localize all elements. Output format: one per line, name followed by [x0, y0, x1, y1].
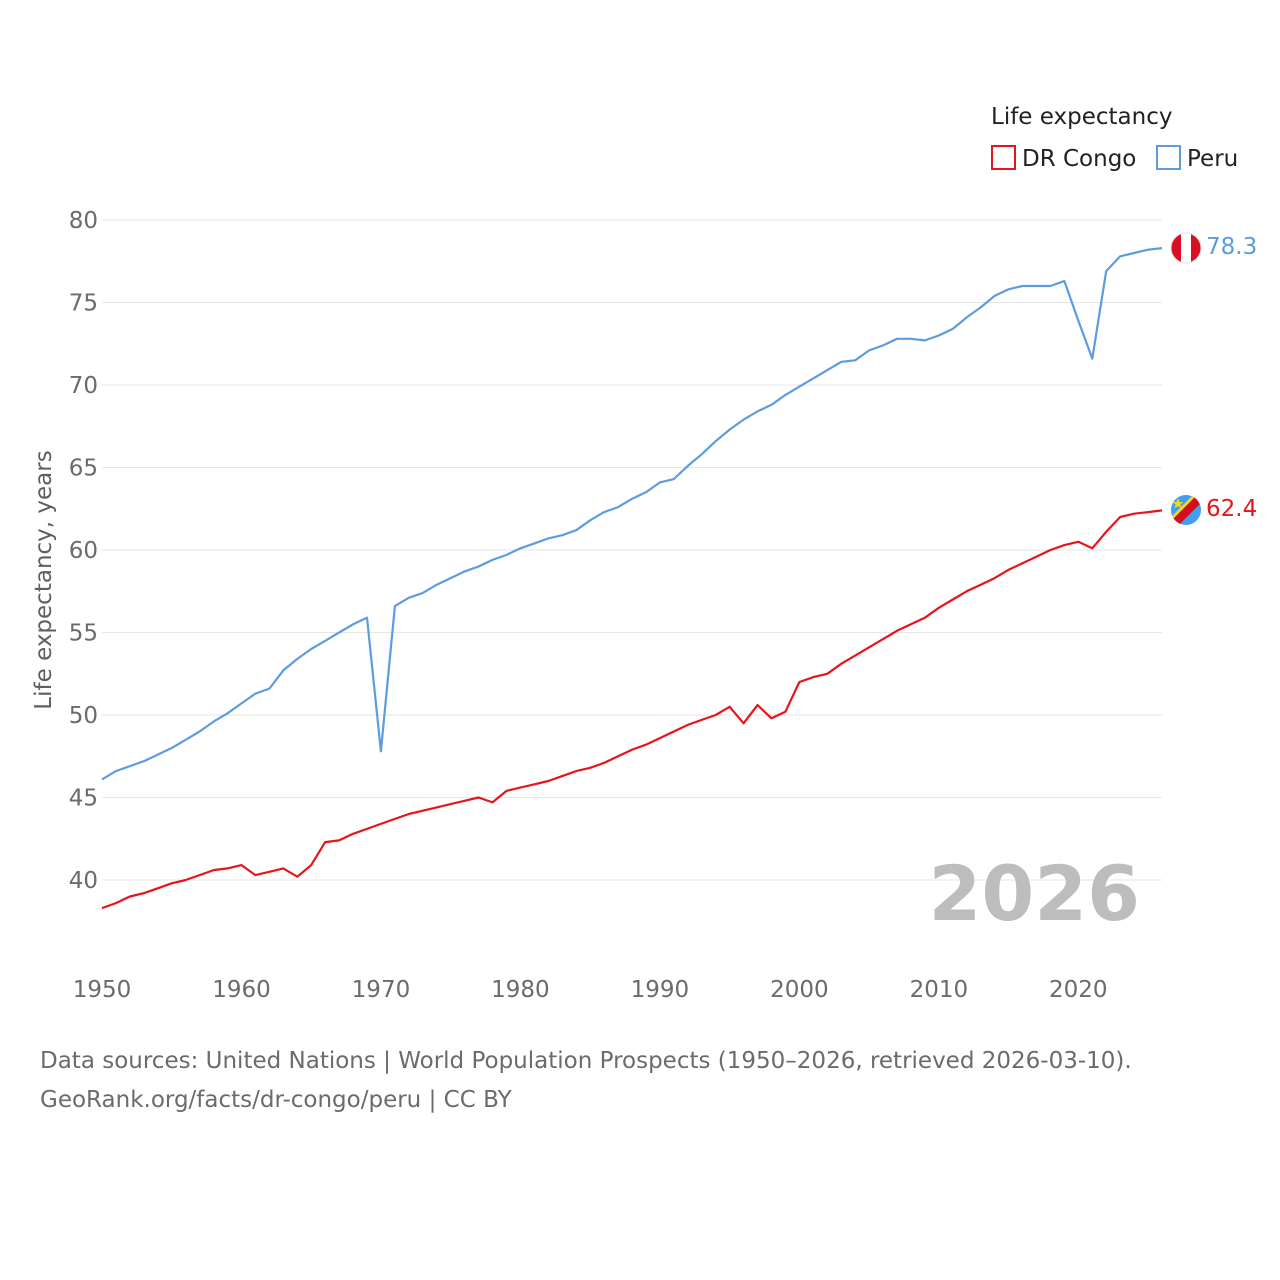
x-tick-label: 1980 [491, 977, 550, 1003]
footer: Data sources: United Nations | World Pop… [40, 1042, 1132, 1120]
y-tick-label: 70 [69, 373, 98, 399]
y-tick-label: 50 [69, 703, 98, 729]
legend-swatch-dr-congo [991, 145, 1016, 170]
x-tick-label: 2000 [770, 977, 829, 1003]
x-tick-label: 2010 [910, 977, 969, 1003]
legend: Life expectancy DR Congo Peru [991, 104, 1238, 172]
peru-flag-icon [1171, 233, 1201, 263]
dr-congo-flag-icon [1171, 495, 1201, 525]
grid-lines [102, 219, 1162, 881]
attribution-link[interactable]: GeoRank.org/facts/dr-congo/peru | CC BY [40, 1087, 512, 1113]
legend-item-dr-congo[interactable]: DR Congo [991, 145, 1136, 172]
x-axis-ticks: 1950 1960 1970 1980 1990 2000 2010 2020 [73, 977, 1108, 1003]
series-layer [101, 247, 1163, 910]
y-axis-ticks: 40 45 50 55 60 65 70 75 80 [69, 208, 98, 894]
legend-swatch-peru [1156, 145, 1181, 170]
y-tick-label: 45 [69, 786, 98, 812]
x-tick-label: 1970 [352, 977, 411, 1003]
x-tick-label: 1960 [212, 977, 271, 1003]
legend-item-peru[interactable]: Peru [1156, 145, 1238, 172]
x-tick-label: 2020 [1049, 977, 1108, 1003]
x-tick-label: 1950 [73, 977, 132, 1003]
year-watermark: 2026 [928, 849, 1140, 938]
x-tick-label: 1990 [631, 977, 690, 1003]
data-sources-text: Data sources: United Nations | World Pop… [40, 1048, 1132, 1074]
legend-title: Life expectancy [991, 104, 1172, 130]
series-line-dr-congo[interactable] [101, 509, 1163, 910]
y-axis-label: Life expectancy, years [31, 450, 57, 709]
legend-label-peru: Peru [1187, 146, 1238, 172]
y-tick-label: 65 [69, 456, 98, 482]
y-tick-label: 60 [69, 538, 98, 564]
y-tick-label: 80 [69, 208, 98, 234]
y-tick-label: 55 [69, 621, 98, 647]
y-tick-label: 40 [69, 868, 98, 894]
legend-label-dr-congo: DR Congo [1022, 146, 1136, 172]
peru-end-label: 78.3 [1206, 234, 1257, 260]
dr-congo-end-label: 62.4 [1206, 496, 1257, 522]
y-tick-label: 75 [69, 291, 98, 317]
series-line-peru[interactable] [101, 247, 1163, 781]
